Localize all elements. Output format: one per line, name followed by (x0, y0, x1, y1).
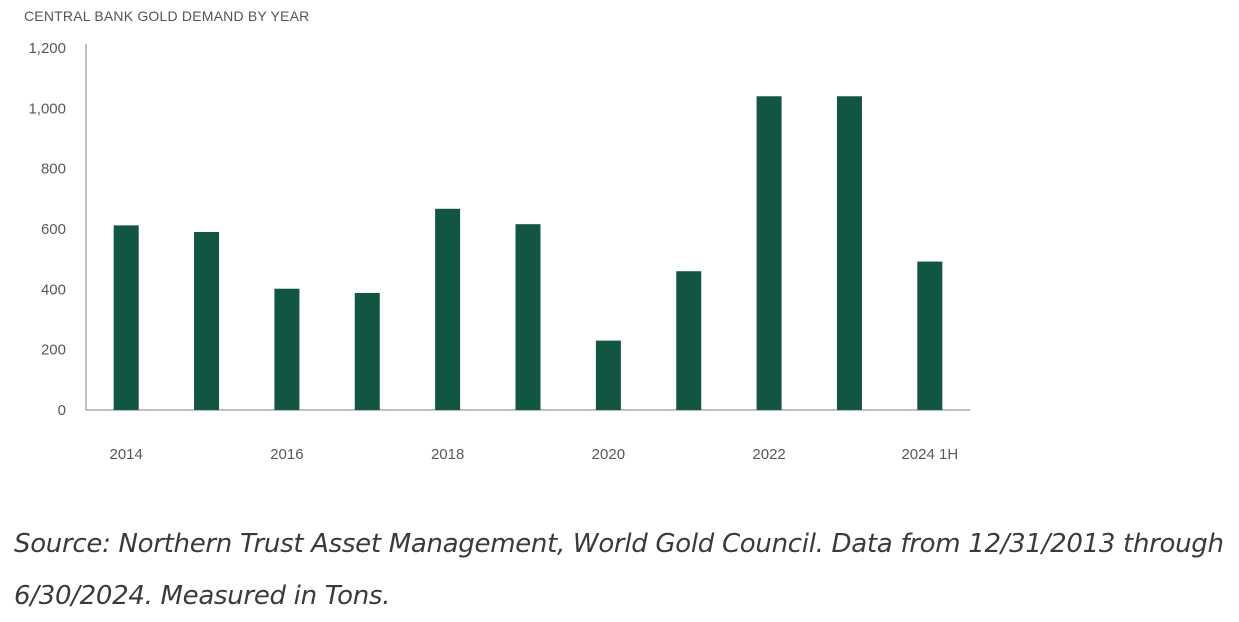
y-tick-label: 1,000 (28, 100, 66, 117)
x-axis-ticks: 2014 2016 2018 2020 2022 2024 1H (109, 446, 958, 463)
bar-2018 (435, 208, 461, 410)
bar-2022 (756, 96, 782, 411)
bar-2017 (354, 292, 380, 410)
x-tick-label: 2018 (431, 446, 464, 463)
bars (113, 96, 943, 411)
bar-2019 (515, 224, 541, 410)
y-tick-label: 0 (58, 402, 66, 419)
chart-title: CENTRAL BANK GOLD DEMAND BY YEAR (24, 8, 310, 24)
x-tick-label: 2020 (592, 446, 625, 463)
y-axis-ticks: 0 200 400 600 800 1,000 1,200 (28, 40, 66, 419)
x-tick-label: 2014 (109, 446, 142, 463)
x-tick-label: 2022 (752, 446, 785, 463)
y-tick-label: 1,200 (28, 40, 66, 57)
bar-2014 (113, 225, 139, 410)
x-tick-label: 2024 1H (901, 446, 958, 463)
bar-2015 (194, 232, 220, 410)
bar-2020 (595, 340, 621, 410)
bar-2016 (274, 288, 300, 410)
bar-chart: 0 200 400 600 800 1,000 1,200 2014 2016 2018 2020… (28, 40, 970, 463)
y-tick-label: 400 (41, 281, 66, 298)
y-tick-label: 600 (41, 221, 66, 238)
x-tick-label: 2016 (270, 446, 303, 463)
bar-2021 (676, 271, 702, 410)
y-tick-label: 800 (41, 161, 66, 178)
bar-2024-1h (917, 261, 943, 410)
y-tick-label: 200 (41, 342, 66, 359)
source-note: Source: Northern Trust Asset Management,… (14, 529, 1224, 611)
bar-2023 (836, 96, 862, 411)
